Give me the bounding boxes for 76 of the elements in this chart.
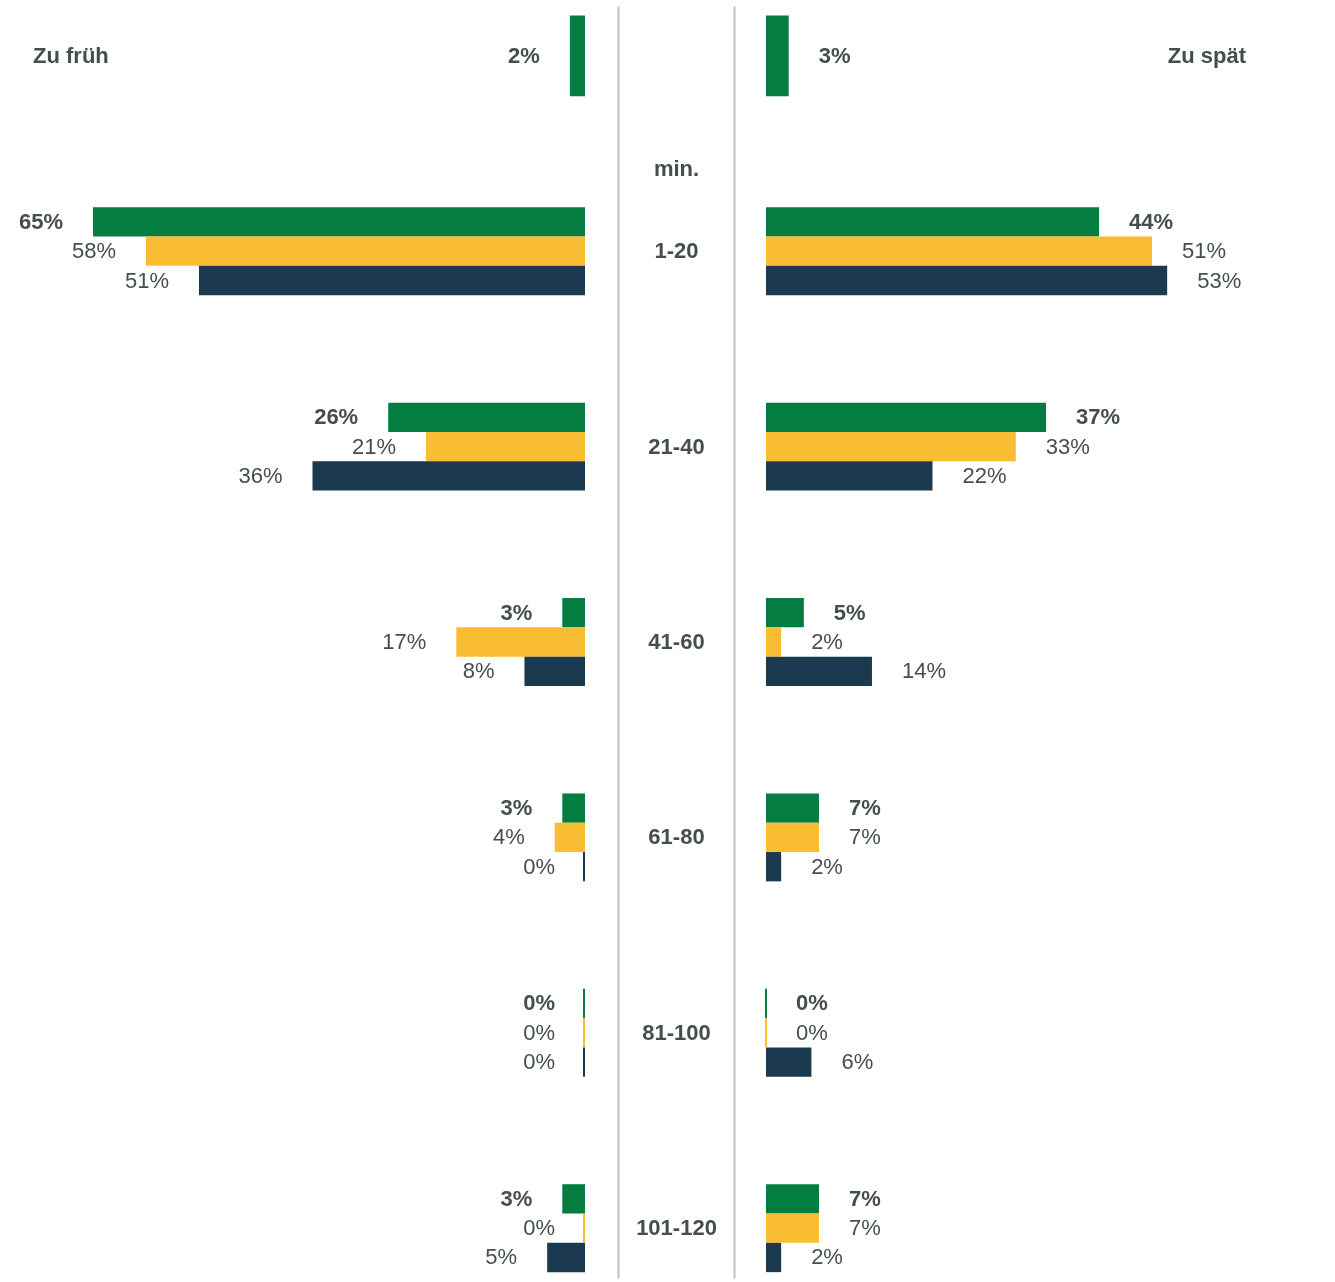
bar	[766, 1047, 812, 1077]
data-label: 3%	[500, 599, 533, 625]
data-label: 22%	[962, 462, 1007, 488]
data-label: 33%	[1045, 433, 1090, 459]
data-label: 37%	[1076, 404, 1121, 430]
data-label: 14%	[901, 658, 947, 684]
y-axis-title: min.	[653, 155, 700, 181]
y-tick-label: 61-80	[648, 824, 705, 850]
data-label: 26%	[314, 404, 359, 430]
data-label: 44%	[1129, 208, 1174, 234]
y-tick-label: 21-40	[648, 433, 705, 459]
data-label: 7%	[848, 824, 881, 850]
data-label: 2%	[811, 629, 843, 654]
data-label: 0%	[796, 990, 828, 1016]
bar	[145, 236, 585, 266]
bar	[766, 236, 1153, 266]
y-tick-label: 41-60	[648, 629, 705, 654]
data-label: 6%	[841, 1049, 874, 1075]
data-label: 17%	[382, 629, 427, 654]
data-label: 2%	[508, 42, 540, 68]
bar	[562, 793, 585, 823]
bar	[766, 431, 1016, 462]
data-label: 21%	[352, 433, 397, 459]
y-tick-label: 81-100	[642, 1019, 711, 1045]
bar	[456, 627, 585, 657]
bar	[554, 822, 585, 853]
data-label: 3%	[500, 795, 533, 821]
bar	[766, 822, 819, 853]
data-label: 36%	[238, 462, 283, 488]
data-label: 0%	[523, 853, 555, 879]
bar	[766, 598, 804, 628]
bar	[766, 461, 933, 491]
data-label: 2%	[811, 1244, 843, 1270]
bar	[312, 461, 585, 491]
bar	[562, 1184, 585, 1214]
bar	[766, 656, 872, 686]
bar	[766, 207, 1100, 237]
bar	[426, 431, 585, 462]
data-label: 7%	[848, 1185, 881, 1211]
data-label: 5%	[485, 1244, 518, 1270]
data-label: 3%	[500, 1185, 533, 1211]
data-label: 53%	[1197, 267, 1242, 293]
bar	[198, 265, 585, 296]
data-label: 7%	[848, 1215, 881, 1241]
bar	[547, 1242, 585, 1273]
data-label: 65%	[18, 208, 63, 234]
bar	[766, 627, 782, 657]
bar	[766, 1242, 782, 1273]
data-label: 0%	[523, 1019, 555, 1045]
bar	[93, 207, 585, 237]
data-label: 0%	[523, 1215, 555, 1241]
bar	[766, 1213, 819, 1243]
bar	[388, 402, 585, 432]
text: Zu spät	[1167, 42, 1247, 68]
bar	[766, 793, 819, 823]
data-label: 5%	[833, 599, 866, 625]
data-label: 8%	[462, 658, 495, 684]
bar	[524, 656, 585, 686]
data-label: 51%	[124, 267, 169, 293]
data-label: 7%	[848, 795, 881, 821]
text: Zu früh	[33, 42, 109, 68]
data-label: 0%	[796, 1019, 828, 1045]
data-label: 58%	[71, 238, 116, 264]
bar	[562, 598, 585, 628]
data-label: 0%	[523, 990, 555, 1016]
data-label: 2%	[811, 853, 843, 879]
data-label: 0%	[523, 1049, 555, 1075]
bar	[766, 852, 782, 882]
data-label: 3%	[818, 42, 851, 68]
y-tick-label: 1-20	[654, 238, 699, 264]
data-label: 4%	[492, 824, 525, 850]
data-label: 51%	[1182, 238, 1227, 264]
y-tick-label: 101-120	[636, 1215, 717, 1241]
bar	[766, 265, 1168, 296]
bar	[766, 1184, 819, 1214]
bar	[766, 402, 1047, 432]
